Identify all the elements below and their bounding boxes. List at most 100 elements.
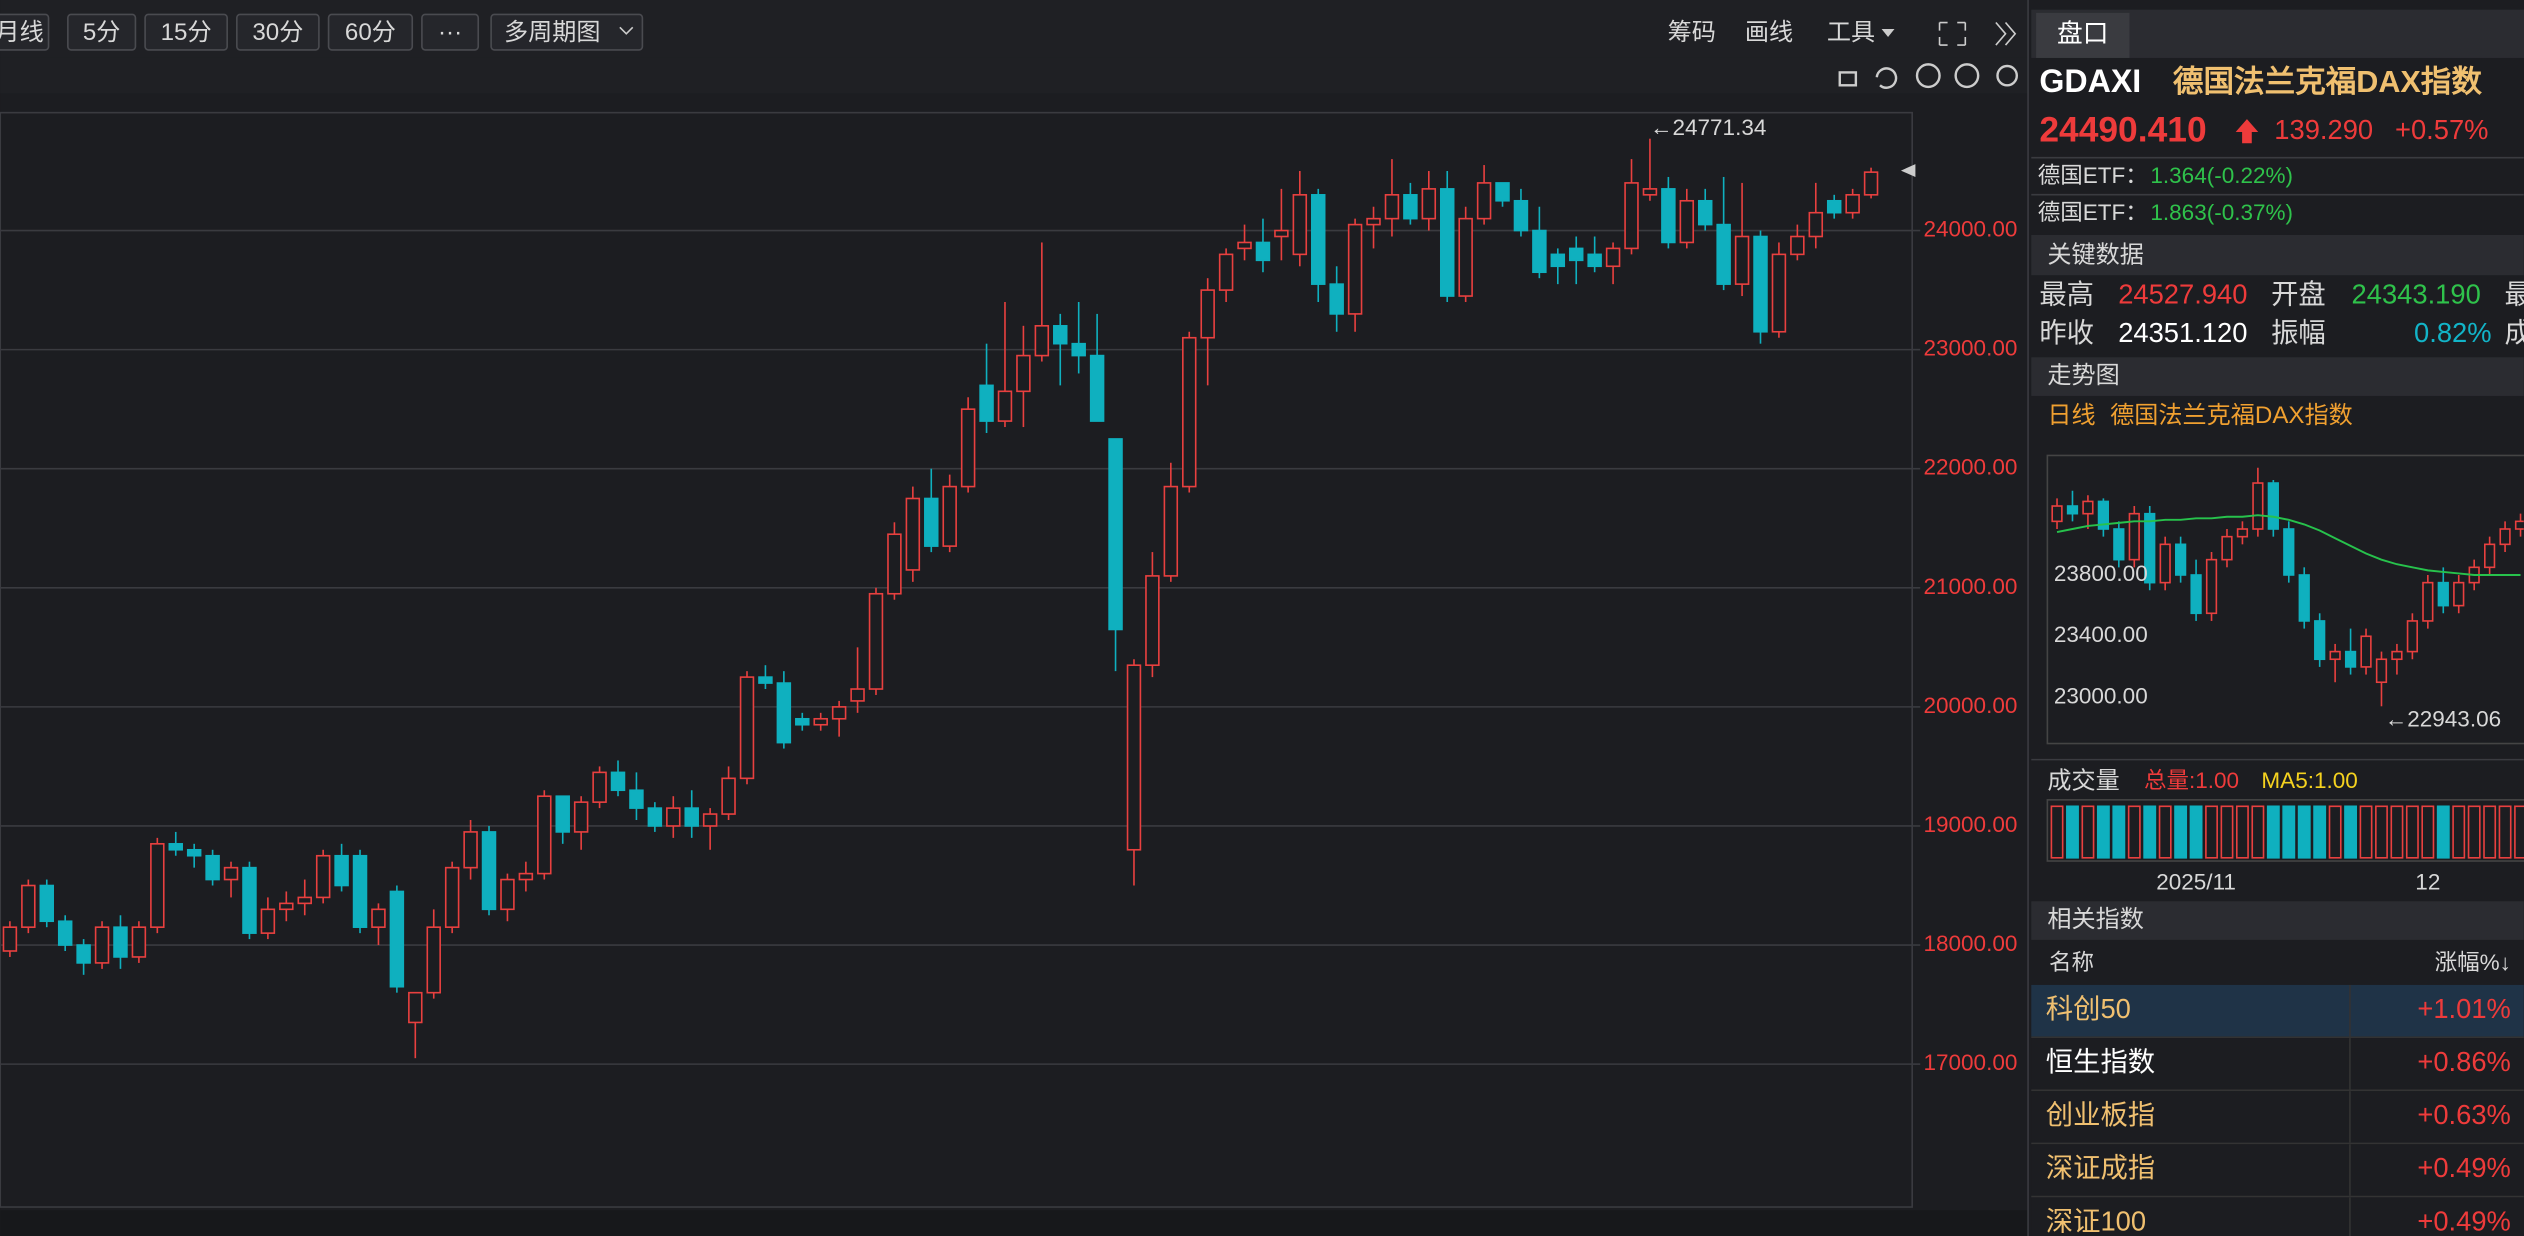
candle-body	[1071, 342, 1086, 357]
period-button[interactable]	[0, 13, 50, 51]
period-button[interactable]	[421, 13, 480, 51]
candle-body	[1863, 171, 1879, 196]
volume-bar	[2375, 805, 2388, 859]
column-header[interactable]: 涨幅%↓	[2435, 950, 2511, 975]
table-row[interactable]	[2031, 1197, 2524, 1236]
volume-bar	[2405, 805, 2419, 859]
undo-icon[interactable]	[1875, 67, 1898, 89]
related-table: 科创50 +1.01% 恒生指数 +0.86% 创业板指 +0.63% 深证成指 +0.49%…	[2031, 984, 2524, 1236]
period-label[interactable]: 60分	[345, 19, 396, 46]
tool[interactable]: 画线	[1745, 19, 1793, 46]
table-row[interactable]	[2031, 1091, 2524, 1143]
index-name[interactable]: 深证成指	[2046, 1152, 2155, 1183]
candle-body	[242, 866, 257, 934]
candle-body	[279, 902, 294, 911]
candle-body	[1403, 194, 1418, 220]
max-label: ←24771.34	[1650, 115, 1766, 140]
index-change: +0.86%	[2417, 1046, 2511, 1077]
zoom-out-icon[interactable]	[1954, 63, 1980, 89]
index-name[interactable]: 创业板指	[2046, 1099, 2155, 1130]
period-button[interactable]	[327, 13, 414, 51]
candle-body	[905, 497, 921, 571]
volume-bar	[2328, 805, 2342, 859]
candle-body	[647, 807, 663, 827]
y-tick-label: 23000.00	[1923, 336, 2017, 361]
candle-body	[1089, 354, 1105, 422]
period-button[interactable]	[490, 13, 644, 51]
candle-body	[1274, 229, 1289, 238]
candle-body	[813, 717, 828, 726]
key-value: 24343.190	[2352, 278, 2481, 309]
tool[interactable]: 工具	[1827, 19, 1875, 46]
mini-labels: 23000.00 23400.00 23800.00 ←22943.06 2025/11…	[2054, 561, 2501, 895]
candle-body	[334, 854, 349, 887]
period-label[interactable]: 多周期图	[504, 19, 601, 46]
candle-body	[960, 408, 976, 488]
candle-body	[924, 497, 939, 547]
table-row[interactable]	[2031, 1038, 2524, 1090]
candle-body	[1605, 247, 1621, 268]
table-row[interactable]	[2031, 1144, 2524, 1196]
candle-body	[2329, 650, 2341, 661]
candle-body	[1016, 354, 1031, 393]
period-label[interactable]: 15分	[161, 19, 212, 46]
y-tick-label: 17000.00	[1923, 1050, 2017, 1075]
candle-body	[2, 926, 18, 952]
mini-title: 德国法兰克福DAX指数	[2110, 402, 2353, 429]
candle-body	[481, 831, 497, 911]
candle-body	[2391, 650, 2403, 661]
candle-body	[2252, 482, 2264, 530]
candle-body	[1716, 223, 1731, 285]
volume-bar	[2096, 805, 2110, 859]
chart-icons	[1838, 63, 2019, 89]
period-button[interactable]	[236, 13, 320, 51]
period-button[interactable]	[144, 13, 228, 51]
section-title: 相关指数	[2047, 906, 2144, 933]
volume-bar	[2514, 805, 2524, 859]
y-tick-label: 18000.00	[1923, 931, 2017, 956]
tool[interactable]: 筹码	[1668, 19, 1716, 46]
y-tick-label: 21000.00	[1923, 574, 2017, 599]
lock-icon[interactable]	[1838, 71, 1858, 87]
column-header[interactable]: 名称	[2049, 950, 2094, 975]
candle-body	[352, 854, 368, 928]
candle-body	[1366, 217, 1381, 226]
section-header	[2031, 901, 2524, 940]
dropdown-icon	[1881, 28, 1895, 38]
period-label[interactable]: 30分	[252, 19, 303, 46]
period-label[interactable]: 月线	[0, 19, 44, 46]
index-change: +1.01%	[2417, 993, 2511, 1024]
period-button[interactable]	[67, 13, 137, 51]
tab[interactable]	[2036, 12, 2130, 58]
candle-body	[1255, 241, 1271, 262]
candle-body	[2453, 581, 2465, 607]
candle-body	[997, 390, 1013, 422]
settings-icon[interactable]	[1996, 64, 2019, 87]
candle-body	[1771, 253, 1787, 333]
period-label[interactable]: ···	[438, 19, 462, 46]
y-tick-label: 20000.00	[1923, 693, 2017, 718]
y-tick-label: 23800.00	[2054, 561, 2148, 586]
candle-body	[2236, 528, 2249, 538]
candle-body	[1218, 253, 1234, 291]
candle-body	[1126, 664, 1142, 851]
collapse-icon[interactable]	[1995, 22, 2017, 46]
candle-body	[739, 676, 755, 780]
fullscreen-icon[interactable]	[1938, 21, 1967, 46]
candle-body	[1661, 188, 1676, 244]
period-label[interactable]: 5分	[83, 19, 121, 46]
candle-body	[21, 884, 36, 928]
index-name[interactable]: 恒生指数	[2046, 1046, 2155, 1077]
zoom-in-icon[interactable]	[1915, 63, 1941, 89]
table-row[interactable]	[2031, 984, 2524, 1037]
volume-bar	[2081, 805, 2095, 859]
volume-bar	[2297, 805, 2311, 859]
volume-frame	[2046, 799, 2524, 862]
candle-body	[408, 991, 423, 1024]
index-name[interactable]: 科创50	[2046, 993, 2131, 1024]
candle-body	[1237, 241, 1252, 250]
y-tick-label: 23400.00	[2054, 622, 2148, 647]
key-label: 开盘	[2271, 278, 2326, 309]
index-name[interactable]: 深证100	[2046, 1205, 2146, 1236]
tab-label[interactable]: 盘口	[2057, 19, 2109, 48]
